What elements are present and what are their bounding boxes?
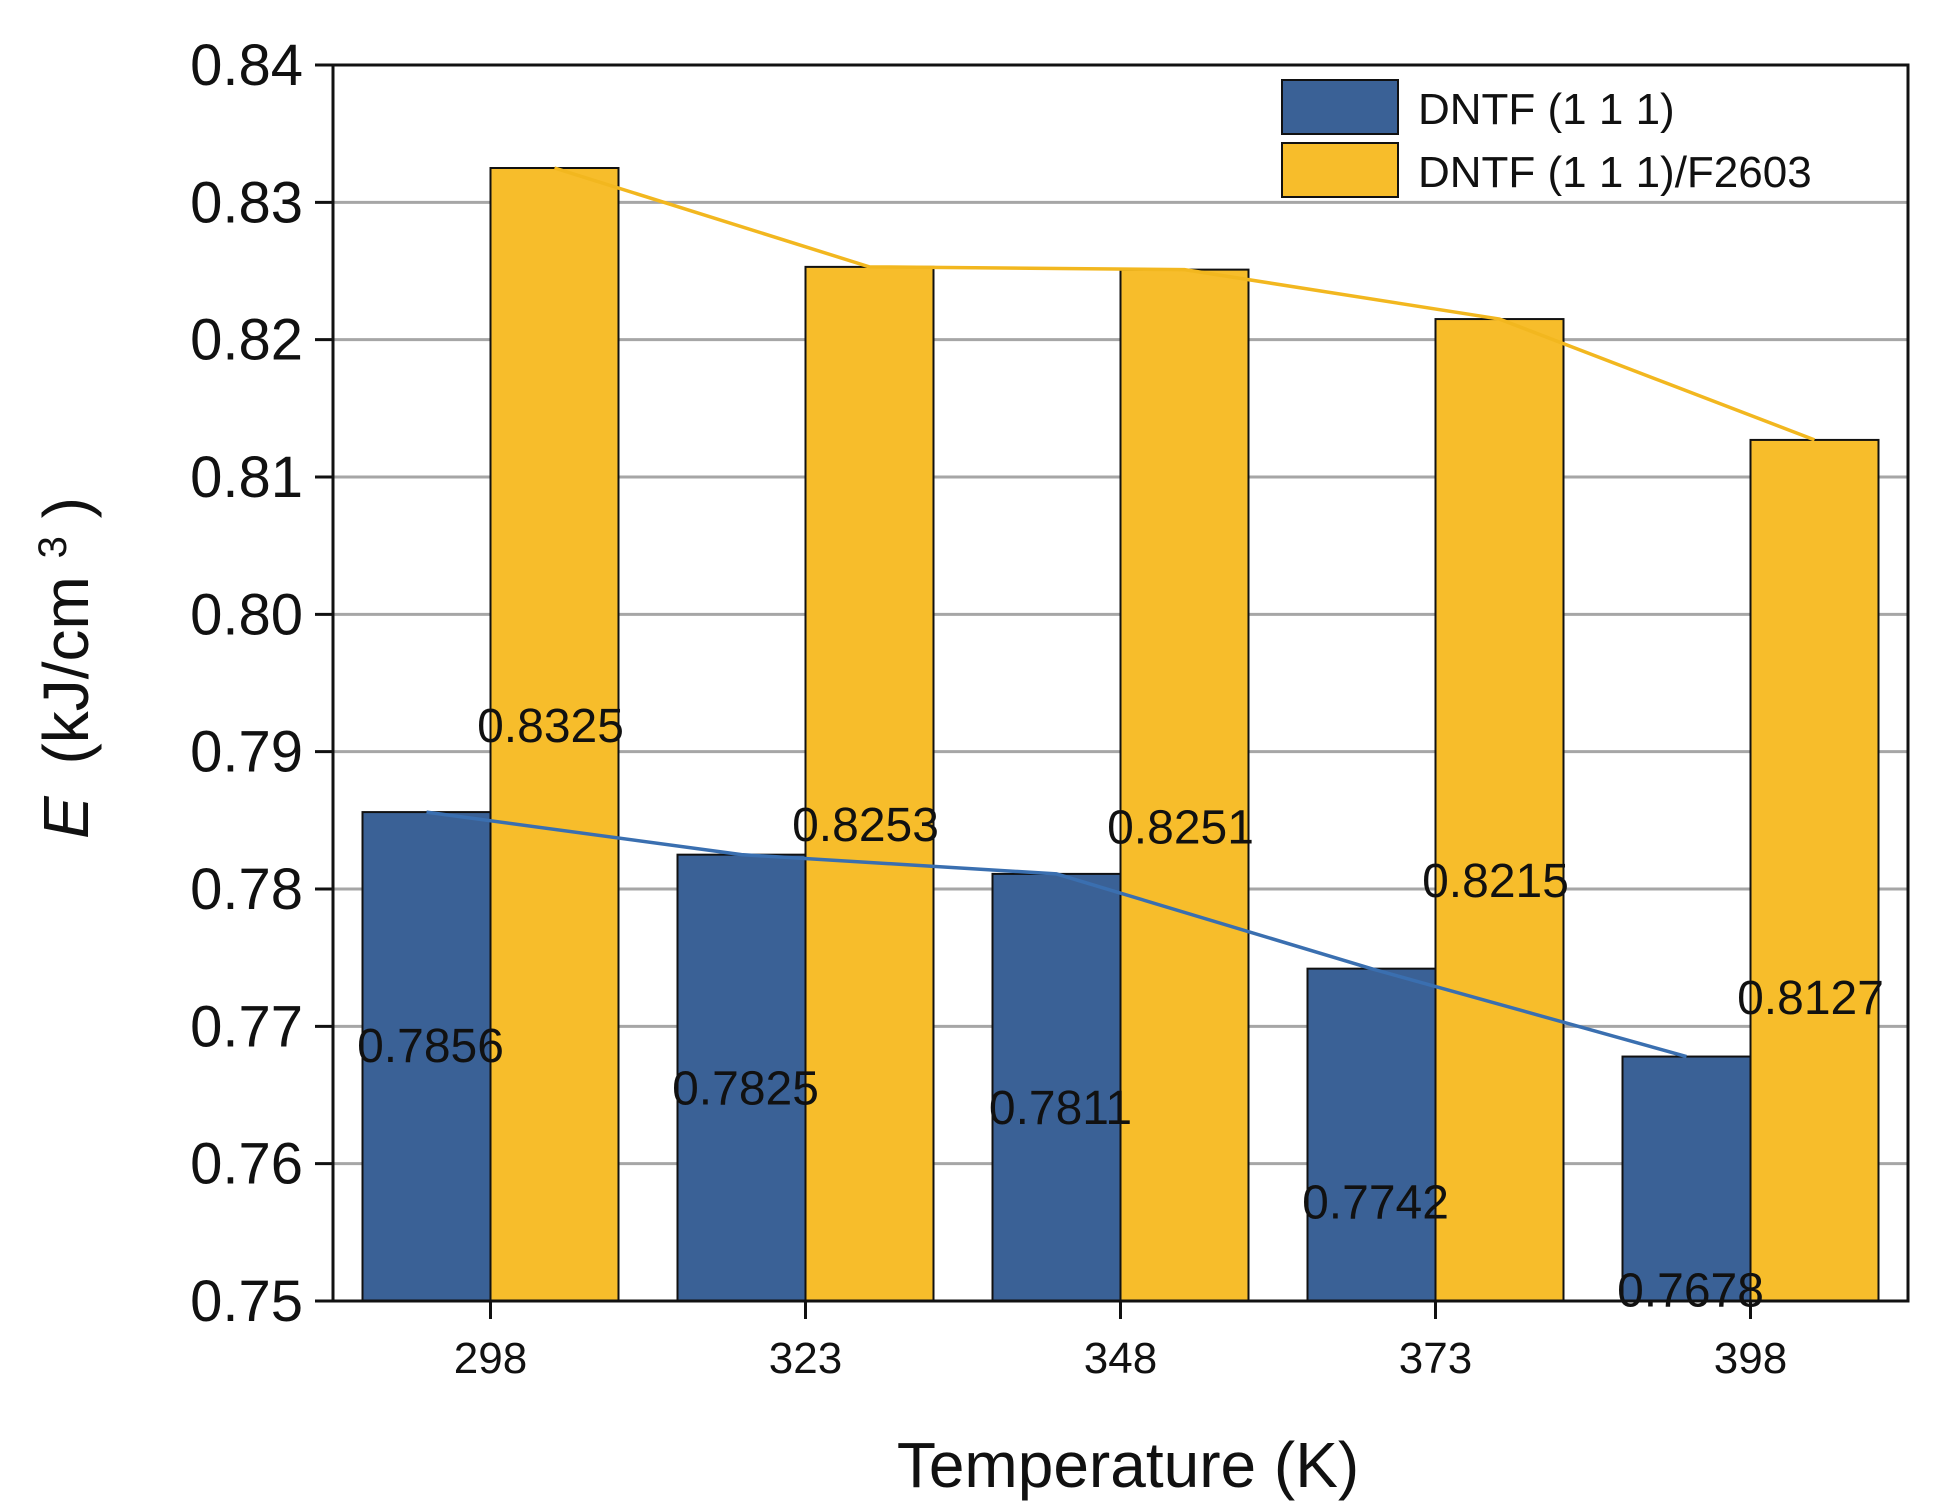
y-tick-label: 0.76: [190, 1132, 303, 1197]
data-label: 0.7742: [1302, 1177, 1449, 1230]
data-label: 0.8215: [1422, 855, 1569, 908]
data-label: 0.7825: [672, 1063, 819, 1116]
data-label: 0.7811: [989, 1082, 1132, 1135]
trend-lines: [426, 166, 1816, 1059]
y-tick-label: 0.81: [190, 445, 303, 510]
bar: [991, 872, 1122, 1302]
legend-swatch-dntf-f2603: [1281, 142, 1399, 198]
data-label: 0.8253: [792, 799, 939, 852]
y-tick-label: 0.82: [190, 308, 303, 373]
trend-line: [553, 166, 1816, 442]
legend-label-dntf-f2603: DNTF (1 1 1)/F2603: [1418, 148, 1812, 197]
data-label: 0.8251: [1107, 802, 1254, 855]
bar: [676, 853, 807, 1303]
trend-line: [426, 810, 1687, 1059]
data-label: 0.8127: [1737, 972, 1884, 1025]
x-tick-label: 373: [1399, 1334, 1472, 1383]
tick-labels: 0.75 0.76 0.77 0.78 0.79 0.80 0.81 0.82 0.83 0.84…: [190, 33, 1787, 1383]
bar: [804, 265, 935, 1302]
y-axis-unit-superscript: 3: [31, 536, 75, 558]
bar: [489, 167, 620, 1302]
data-label: 0.7678: [1617, 1265, 1764, 1318]
bar: [1749, 438, 1880, 1303]
y-axis-unit: (kJ/cm: [30, 576, 102, 764]
y-tick-label: 0.79: [190, 720, 303, 785]
y-tick-label: 0.78: [190, 857, 303, 922]
x-tick-label: 323: [769, 1334, 842, 1383]
y-tick-label: 0.84: [190, 33, 303, 98]
bar: [1306, 967, 1437, 1302]
y-axis-unit-close: ): [30, 497, 102, 518]
y-axis-title: E (kJ/cm 3 ): [30, 497, 102, 839]
y-tick-label: 0.80: [190, 582, 303, 647]
y-tick-label: 0.77: [190, 994, 303, 1059]
legend: DNTF (1 1 1) DNTF (1 1 1)/F2603: [1281, 79, 1812, 198]
bar: [361, 811, 492, 1302]
legend-label-dntf: DNTF (1 1 1): [1418, 85, 1675, 134]
axes: [315, 63, 1910, 1319]
x-axis-title: Temperature (K): [897, 1429, 1359, 1501]
data-labels: 0.7856 0.7825 0.7811 0.7742 0.7678 0.8325 0.82…: [357, 700, 1884, 1318]
data-label: 0.7856: [357, 1020, 504, 1073]
y-tick-label: 0.83: [190, 170, 303, 235]
data-label: 0.8325: [477, 700, 624, 753]
bar: [1119, 268, 1250, 1302]
x-tick-label: 348: [1084, 1334, 1157, 1383]
legend-swatch-dntf: [1281, 79, 1399, 135]
x-tick-label: 298: [454, 1334, 527, 1383]
x-tick-label: 398: [1714, 1334, 1787, 1383]
bars: [361, 167, 1880, 1303]
y-tick-label: 0.75: [190, 1269, 303, 1334]
y-axis-symbol: E: [30, 795, 102, 839]
bar: [1434, 318, 1565, 1303]
